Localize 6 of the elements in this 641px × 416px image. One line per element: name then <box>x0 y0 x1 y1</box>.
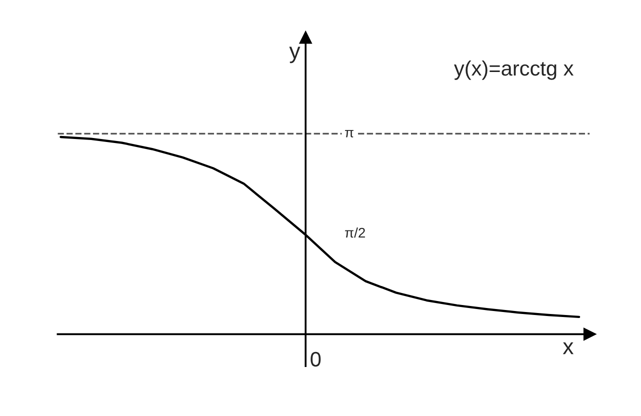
y-tick-label: π <box>345 130 354 138</box>
x-axis-title: x <box>562 342 574 354</box>
y-tick-label: π/2 <box>345 227 365 238</box>
annotation: y(x)=arcctg x <box>454 60 574 80</box>
annotation: 0 <box>310 352 321 367</box>
y-axis-title: y <box>289 46 300 64</box>
